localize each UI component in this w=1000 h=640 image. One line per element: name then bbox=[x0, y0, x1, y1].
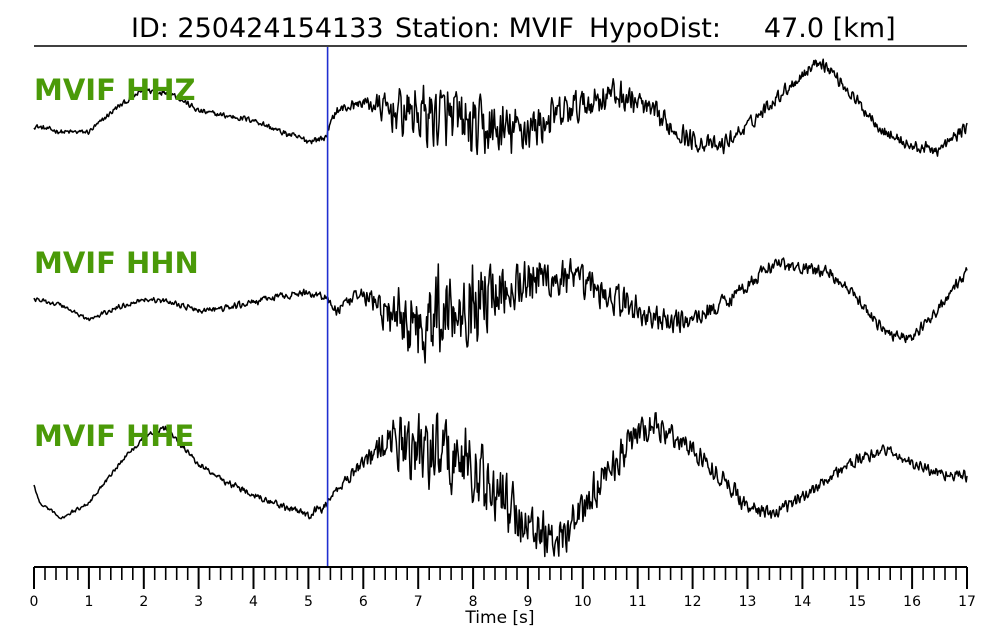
x-tick-label: 14 bbox=[793, 594, 811, 610]
channel-label-mvif-hhn: MVIF HHN bbox=[34, 246, 199, 280]
title-hypodist: HypoDist: 47.0 [km] bbox=[589, 13, 896, 44]
x-tick-label: 17 bbox=[958, 594, 976, 610]
time-axis: 0 1 2 3 4 5 6 7 8 9 10 11 12 13 14 15 16 17 bbox=[30, 566, 976, 610]
x-tick-label: 15 bbox=[848, 594, 866, 610]
x-tick-label: 9 bbox=[523, 594, 532, 610]
channel-label-mvif-hhz: MVIF HHZ bbox=[34, 73, 196, 107]
trace-mvif-hhe bbox=[33, 412, 968, 558]
x-tick-label: 8 bbox=[469, 594, 478, 610]
x-tick-label: 1 bbox=[84, 594, 93, 610]
channel-label-mvif-hhe: MVIF HHE bbox=[34, 419, 194, 453]
x-tick-label: 11 bbox=[629, 594, 647, 610]
trace-mvif-hhz bbox=[33, 58, 968, 157]
x-tick-label: 2 bbox=[139, 594, 148, 610]
title-id: ID: 250424154133 bbox=[131, 13, 384, 44]
x-tick-label: 4 bbox=[249, 594, 258, 610]
trace-mvif-hhn bbox=[33, 257, 968, 364]
title-station: Station: MVIF bbox=[395, 13, 574, 44]
channel-labels: MVIF HHZ MVIF HHN MVIF HHE bbox=[34, 73, 199, 453]
x-tick-label: 5 bbox=[304, 594, 313, 610]
x-tick-label: 16 bbox=[903, 594, 921, 610]
x-axis-label: Time [s] bbox=[464, 608, 534, 628]
x-tick-label: 6 bbox=[359, 594, 368, 610]
figure-title: ID: 250424154133 Station: MVIF HypoDist:… bbox=[131, 13, 896, 44]
x-tick-label: 10 bbox=[574, 594, 592, 610]
x-tick-label: 12 bbox=[684, 594, 702, 610]
x-tick-label: 13 bbox=[739, 594, 757, 610]
x-tick-label: 0 bbox=[30, 594, 39, 610]
x-tick-label: 7 bbox=[414, 594, 423, 610]
waveform-traces bbox=[33, 58, 968, 558]
x-tick-label: 3 bbox=[194, 594, 203, 610]
